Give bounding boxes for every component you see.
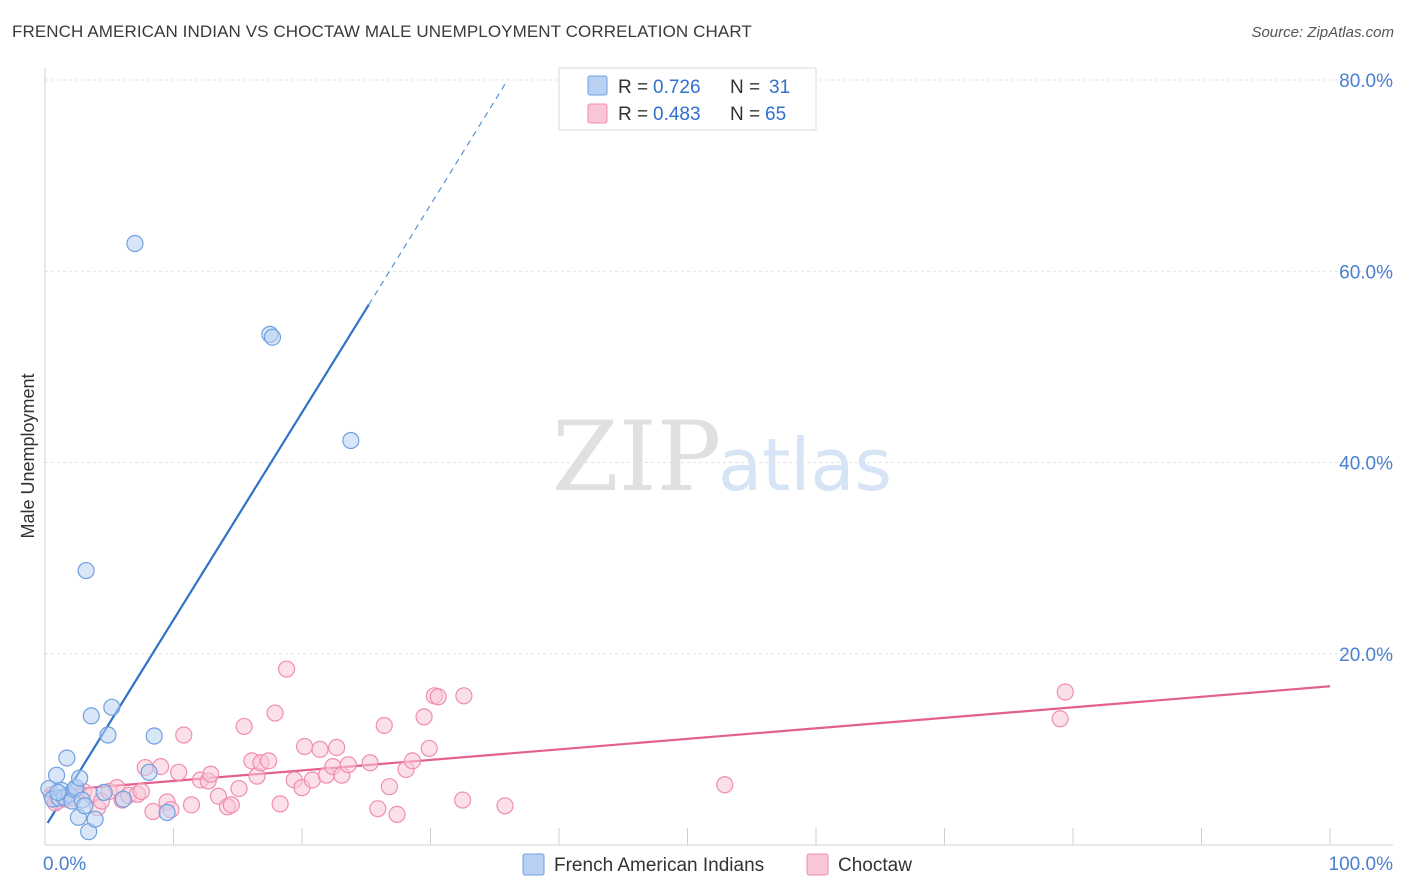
point-choctaw-51	[388, 805, 406, 824]
point-choctaw-55	[420, 739, 438, 758]
point-choctaw-47	[361, 754, 379, 772]
point-choctaw-50	[380, 778, 398, 796]
chart-title: FRENCH AMERICAN INDIAN VS CHOCTAW MALE U…	[12, 22, 752, 41]
legend-r-label-1: R =	[618, 77, 648, 98]
point-french-american-indians-19	[95, 783, 113, 802]
point-choctaw-21	[182, 796, 201, 814]
point-french-american-indians-17	[82, 707, 100, 725]
legend-swatch-choctaw	[587, 103, 608, 124]
legend-n-value-1: 31	[769, 77, 790, 98]
x-tick-label-min: 0.0%	[43, 854, 86, 875]
point-french-american-indians-14	[76, 797, 94, 815]
point-french-american-indians-2	[47, 766, 66, 784]
x-tick-labels: 0.0% 100.0%	[43, 854, 1393, 875]
point-french-american-indians-12	[71, 769, 89, 787]
watermark-atlas: atlas	[718, 423, 892, 507]
point-choctaw-34	[266, 704, 284, 722]
point-choctaw-59	[455, 687, 473, 705]
point-choctaw-19	[170, 763, 188, 781]
point-french-american-indians-21	[103, 698, 121, 716]
point-choctaw-62	[1051, 710, 1069, 728]
bottom-legend-swatch-french-american-indians[interactable]	[522, 853, 545, 876]
point-choctaw-60	[496, 797, 514, 815]
point-french-american-indians-20	[99, 726, 117, 744]
point-choctaw-63	[1056, 683, 1074, 701]
trend-extension-french-american-indians	[368, 79, 509, 306]
watermark: ZIP atlas	[552, 401, 892, 513]
bottom-legend-swatch-choctaw[interactable]	[806, 853, 829, 876]
point-french-american-indians-22	[114, 790, 132, 808]
y-tick-label-40: 40.0%	[1339, 454, 1393, 475]
legend-n-label-2: N =	[730, 104, 760, 125]
series-legend[interactable]: French American Indians Choctaw	[522, 853, 912, 876]
y-tick-label-80: 80.0%	[1339, 71, 1393, 92]
point-choctaw-36	[277, 660, 296, 678]
point-choctaw-24	[202, 765, 220, 783]
point-choctaw-13	[132, 782, 150, 801]
y-tick-label-20: 20.0%	[1339, 645, 1393, 666]
point-french-american-indians-25	[145, 727, 163, 745]
point-choctaw-54	[415, 708, 433, 726]
point-french-american-indians-23	[126, 234, 144, 253]
source-credit: Source: ZipAtlas.com	[1251, 24, 1394, 41]
point-choctaw-39	[295, 737, 314, 756]
point-french-american-indians-6	[58, 749, 76, 767]
point-choctaw-53	[403, 752, 422, 770]
legend-n-value-2: 65	[765, 104, 786, 125]
axes	[44, 68, 1393, 846]
y-tick-label-60: 60.0%	[1339, 262, 1393, 283]
point-choctaw-27	[222, 796, 240, 814]
stats-legend: R = 0.726 N = 31 R = 0.483 N = 65	[558, 67, 817, 131]
data-points	[40, 234, 1074, 841]
point-choctaw-29	[235, 717, 253, 736]
point-choctaw-48	[369, 800, 387, 818]
legend-r-label-2: R =	[618, 104, 648, 125]
y-axis-label: Male Unemployment	[18, 373, 38, 538]
point-french-american-indians-24	[140, 763, 158, 781]
legend-r-value-1: 0.726	[653, 77, 701, 98]
point-choctaw-57	[429, 688, 447, 706]
point-choctaw-61	[716, 776, 734, 794]
point-choctaw-28	[230, 779, 248, 798]
legend-r-value-2: 0.483	[653, 104, 701, 125]
point-french-american-indians-30	[49, 783, 67, 802]
x-tick-label-max: 100.0%	[1329, 854, 1394, 875]
point-french-american-indians-28	[263, 328, 282, 346]
y-tick-labels: 20.0% 40.0% 60.0% 80.0%	[1339, 71, 1393, 666]
legend-n-label-1: N =	[730, 77, 760, 98]
point-choctaw-49	[375, 716, 393, 735]
trend-line-choctaw	[44, 685, 1331, 793]
point-french-american-indians-26	[158, 803, 176, 822]
point-choctaw-41	[311, 740, 329, 758]
legend-swatch-french-american-indians	[587, 75, 608, 96]
bottom-legend-label-choctaw[interactable]: Choctaw	[838, 855, 912, 876]
bottom-legend-label-french-american-indians[interactable]: French American Indians	[554, 855, 764, 876]
point-french-american-indians-18	[86, 810, 104, 828]
point-choctaw-35	[271, 795, 289, 813]
point-french-american-indians-29	[342, 431, 360, 450]
point-french-american-indians-15	[77, 561, 95, 580]
watermark-zip: ZIP	[552, 401, 721, 513]
point-choctaw-44	[328, 738, 346, 757]
point-choctaw-46	[339, 756, 357, 774]
point-choctaw-58	[454, 791, 472, 809]
gridlines	[45, 79, 1393, 655]
point-choctaw-20	[175, 726, 193, 744]
point-choctaw-33	[259, 752, 278, 770]
